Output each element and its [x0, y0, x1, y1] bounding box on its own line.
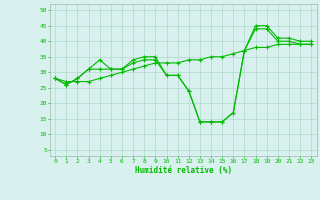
X-axis label: Humidité relative (%): Humidité relative (%) [135, 166, 232, 175]
